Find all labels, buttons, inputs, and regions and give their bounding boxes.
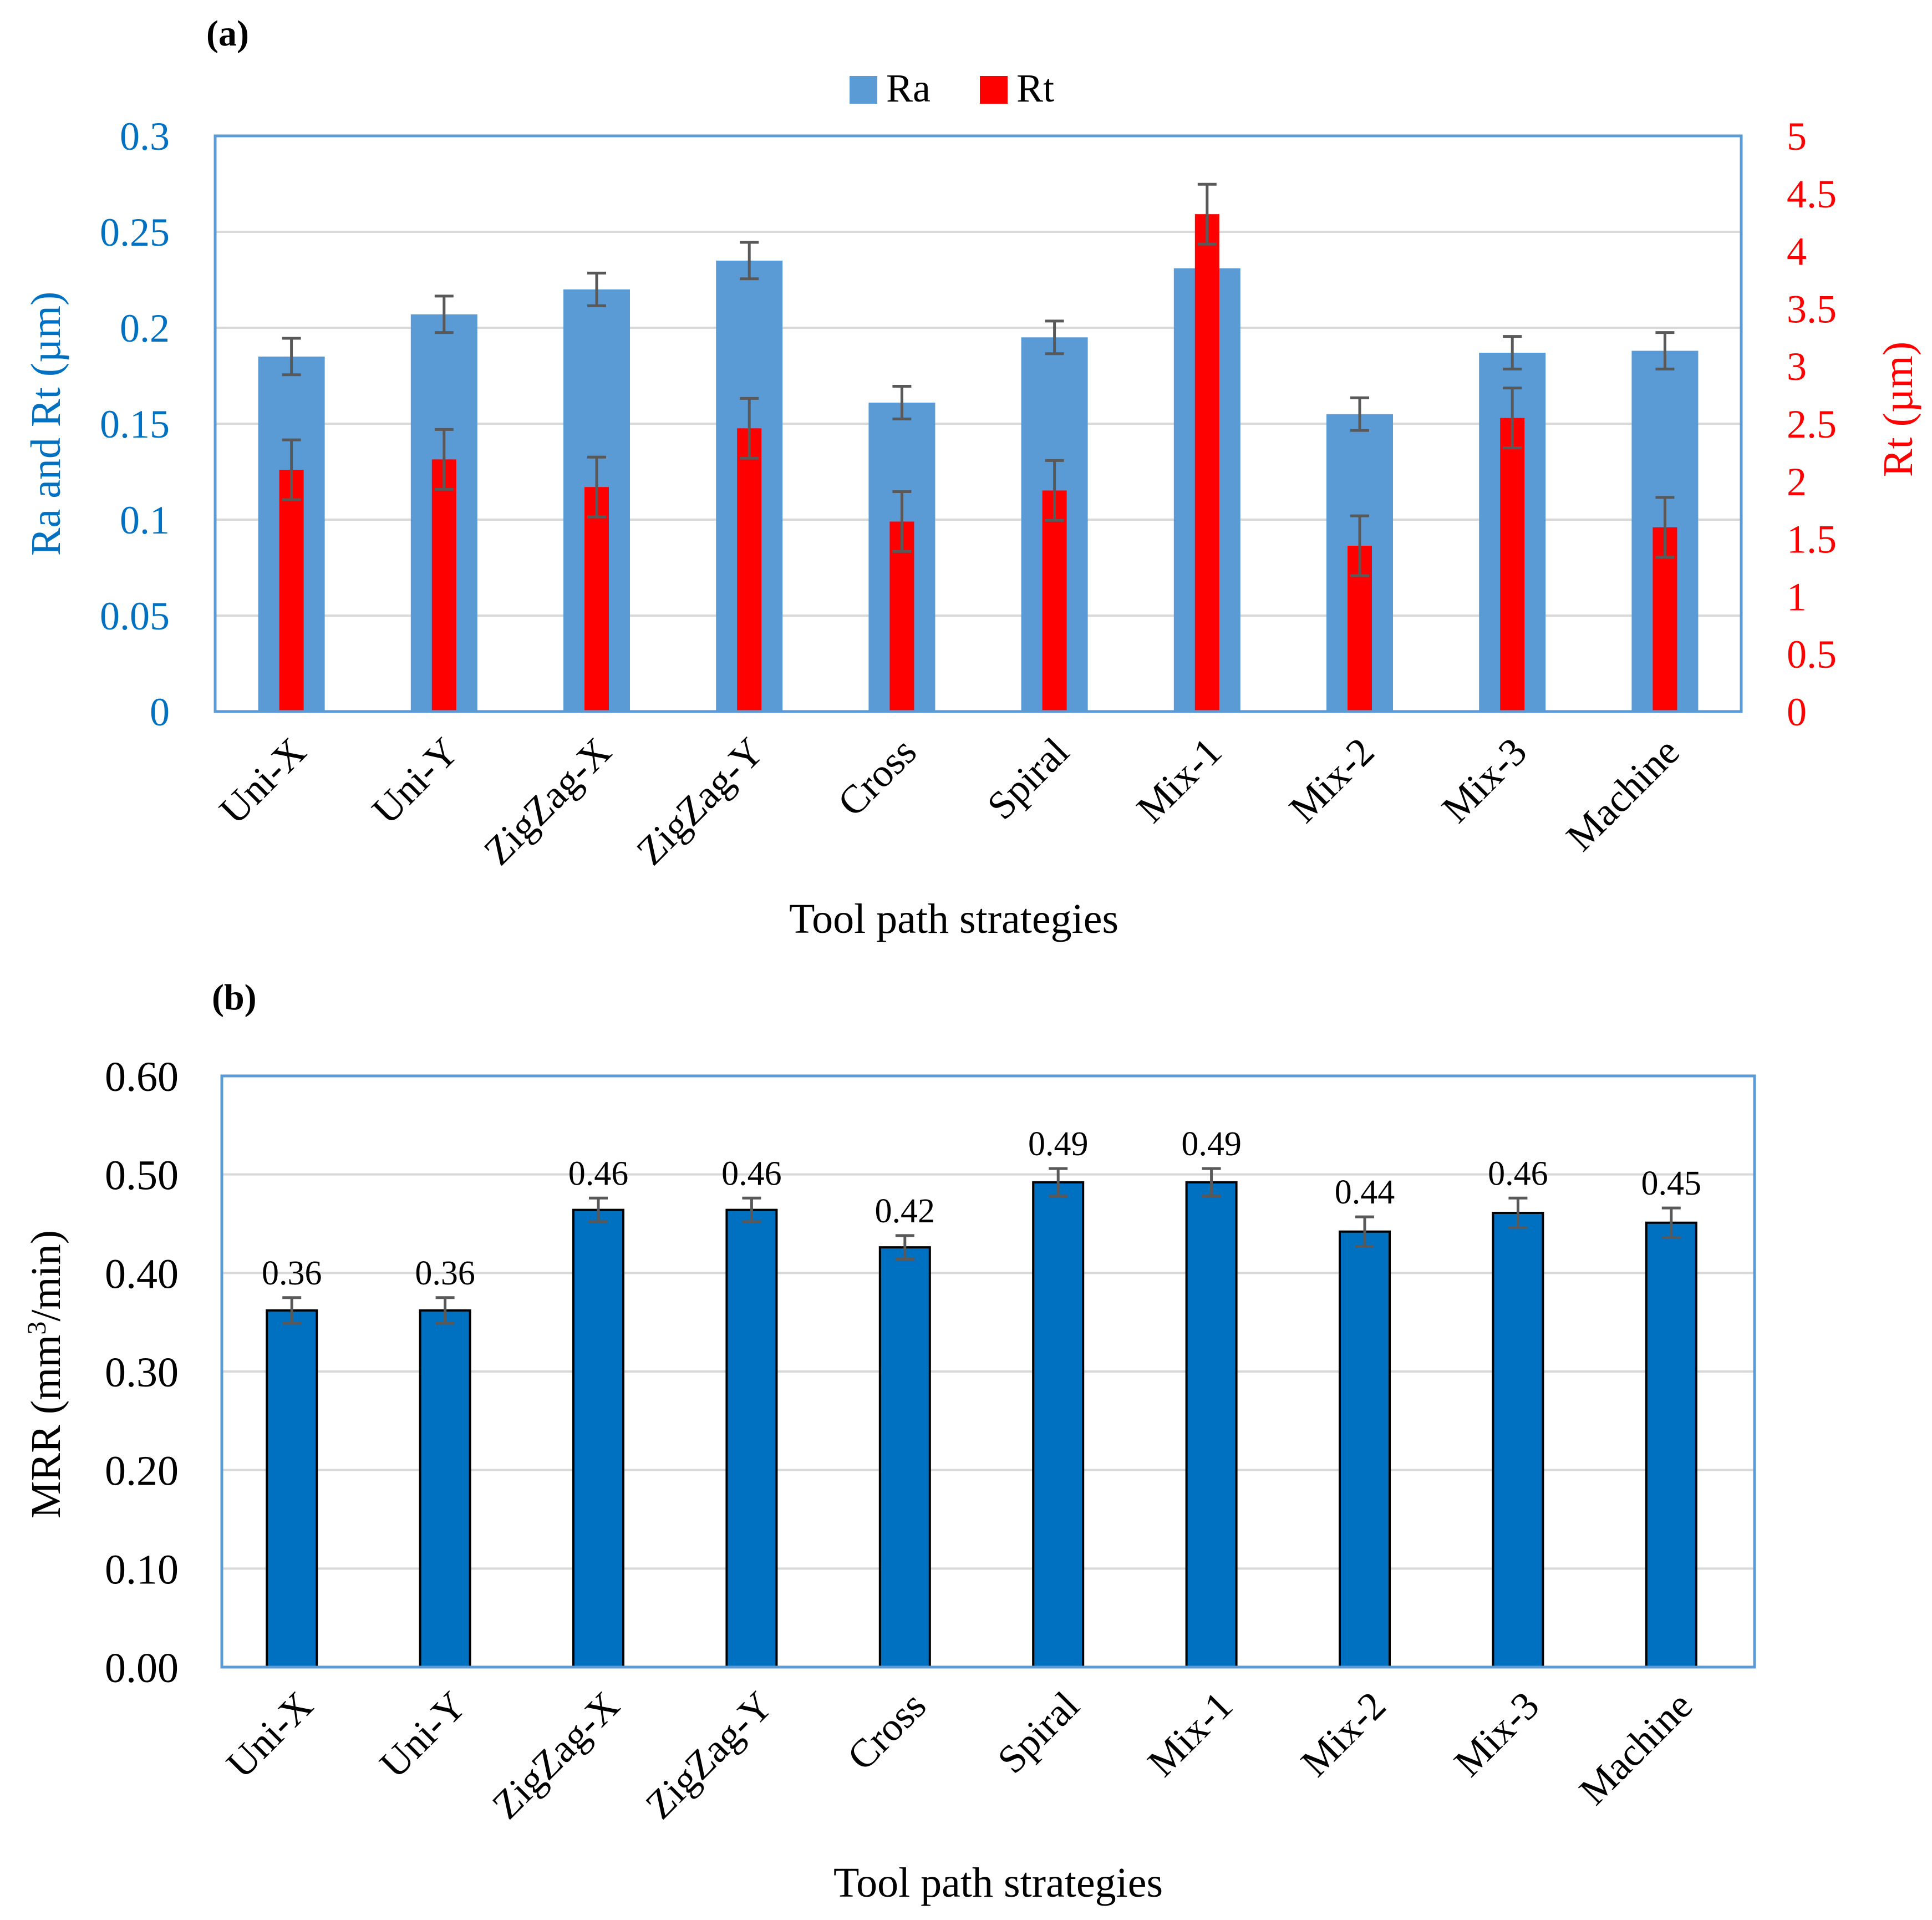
panel-b-x-axis-title: Tool path strategies: [833, 1860, 1163, 1906]
mrr-bar-mix-3: [1492, 1211, 1544, 1669]
mrr-bar-uni-x: [266, 1309, 318, 1668]
mrr-bar-mix-1: [1185, 1181, 1238, 1668]
rt-bar-uni-y: [431, 459, 456, 712]
y-tick-label: 0.10: [105, 1546, 179, 1593]
mrr-bar-cross: [878, 1246, 931, 1668]
mrr-data-label-spiral: 0.49: [1028, 1125, 1089, 1163]
mrr-data-label-mix-1: 0.49: [1181, 1125, 1242, 1163]
y-tick-label: 0.50: [105, 1152, 179, 1199]
rt-bar-cross: [889, 521, 914, 712]
left-tick-label: 0.05: [100, 594, 170, 638]
legend-swatch-ra: [850, 76, 877, 104]
panel-b-label: (b): [212, 977, 257, 1018]
panel-b-y-axis-title: MRR (mm3/min): [22, 1230, 70, 1518]
left-tick-label: 0.25: [100, 210, 170, 255]
left-tick-label: 0.15: [100, 402, 170, 446]
panel-b-mrr-bars: [266, 1181, 1697, 1669]
mrr-bar-zigzag-x: [572, 1208, 624, 1669]
panel-a-label: (a): [206, 13, 249, 54]
panel-b-plot-frame: [220, 1074, 1756, 1669]
left-tick-label: 0: [150, 690, 170, 734]
mrr-bar-machine: [1645, 1221, 1697, 1669]
legend-label-rt: Rt: [1016, 66, 1054, 110]
mrr-bar-zigzag-y: [725, 1208, 778, 1669]
panel-a-plot-frame: [213, 134, 1743, 713]
mrr-data-label-zigzag-x: 0.46: [568, 1155, 629, 1192]
panel-b-error-bars: [282, 1167, 1681, 1325]
legend-swatch-rt: [980, 76, 1008, 104]
mrr-data-label-cross: 0.42: [875, 1192, 936, 1230]
panel-a-left-axis-title: Ra and Rt (µm): [23, 292, 69, 556]
right-tick-label: 4.5: [1787, 172, 1837, 216]
rt-bar-mix-1: [1194, 214, 1219, 712]
mrr-data-label-machine: 0.45: [1641, 1165, 1702, 1202]
right-tick-label: 4: [1787, 230, 1807, 274]
right-tick-label: 0: [1787, 690, 1807, 734]
y-tick-label: 0.00: [105, 1645, 179, 1692]
panel-a-right-axis-title: Rt (µm): [1875, 342, 1921, 477]
panel-b-data-labels: 0.36 0.36 0.46 0.46 0.42 0.49 0.49 0.44 0.46 0.45: [262, 1125, 1701, 1292]
rt-bar-uni-x: [279, 470, 304, 712]
y-tick-label: 0.30: [105, 1349, 179, 1396]
right-tick-label: 3.5: [1787, 287, 1837, 331]
legend-label-ra: Ra: [886, 66, 931, 110]
right-tick-label: 2.5: [1787, 402, 1837, 446]
panel-b-y-axis-title-main: MRR (mm: [23, 1335, 69, 1519]
right-tick-label: 1.5: [1787, 517, 1837, 562]
mrr-data-label-uni-y: 0.36: [415, 1254, 475, 1292]
panel-b-y-axis-title-superscript: 3: [22, 1322, 52, 1335]
left-tick-label: 0.3: [120, 114, 170, 159]
y-tick-label: 0.40: [105, 1251, 179, 1297]
rt-bar-zigzag-y: [737, 428, 762, 712]
rt-bar-zigzag-x: [584, 487, 609, 712]
y-tick-label: 0.20: [105, 1448, 179, 1495]
panel-a-error-bars: [282, 182, 1675, 577]
panel-b-y-tick-labels: 0.00 0.10 0.20 0.30 0.40 0.50 0.60: [105, 1054, 179, 1692]
mrr-data-label-mix-2: 0.44: [1335, 1174, 1395, 1211]
y-tick-label: 0.60: [105, 1054, 179, 1100]
right-tick-label: 1: [1787, 575, 1807, 619]
left-tick-label: 0.1: [120, 498, 170, 542]
right-tick-label: 2: [1787, 460, 1807, 504]
rt-bar-mix-3: [1500, 418, 1525, 712]
panel-a-right-tick-labels: 0 0.5 1 1.5 2 2.5 3 3.5 4 4.5 5: [1787, 114, 1837, 734]
mrr-bar-mix-2: [1339, 1230, 1391, 1669]
right-tick-label: 3: [1787, 344, 1807, 389]
right-tick-label: 5: [1787, 114, 1807, 159]
mrr-bar-spiral: [1032, 1181, 1085, 1668]
panel-b-y-axis-title-end: /min): [23, 1230, 69, 1322]
mrr-bar-uni-y: [419, 1309, 471, 1668]
right-tick-label: 0.5: [1787, 632, 1837, 677]
mrr-data-label-mix-3: 0.46: [1488, 1155, 1548, 1192]
panel-a-left-tick-labels: 0 0.05 0.1 0.15 0.2 0.25 0.3: [100, 114, 170, 734]
mrr-data-label-zigzag-y: 0.46: [721, 1155, 782, 1192]
panel-a-legend: Ra Rt: [850, 66, 1054, 110]
mrr-data-label-uni-x: 0.36: [262, 1254, 322, 1292]
panel-a-x-axis-title: Tool path strategies: [789, 896, 1118, 942]
left-tick-label: 0.2: [120, 306, 170, 351]
rt-bar-spiral: [1042, 490, 1067, 712]
panel-a-rt-bars: [279, 214, 1677, 712]
